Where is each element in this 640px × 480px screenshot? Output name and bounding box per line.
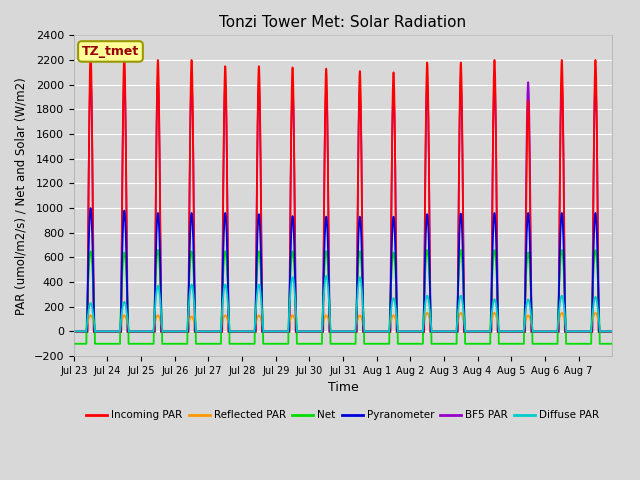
X-axis label: Time: Time xyxy=(328,382,358,395)
Y-axis label: PAR (umol/m2/s) / Net and Solar (W/m2): PAR (umol/m2/s) / Net and Solar (W/m2) xyxy=(15,77,28,314)
Text: TZ_tmet: TZ_tmet xyxy=(82,45,139,58)
Legend: Incoming PAR, Reflected PAR, Net, Pyranometer, BF5 PAR, Diffuse PAR: Incoming PAR, Reflected PAR, Net, Pyrano… xyxy=(82,406,604,425)
Title: Tonzi Tower Met: Solar Radiation: Tonzi Tower Met: Solar Radiation xyxy=(220,15,467,30)
